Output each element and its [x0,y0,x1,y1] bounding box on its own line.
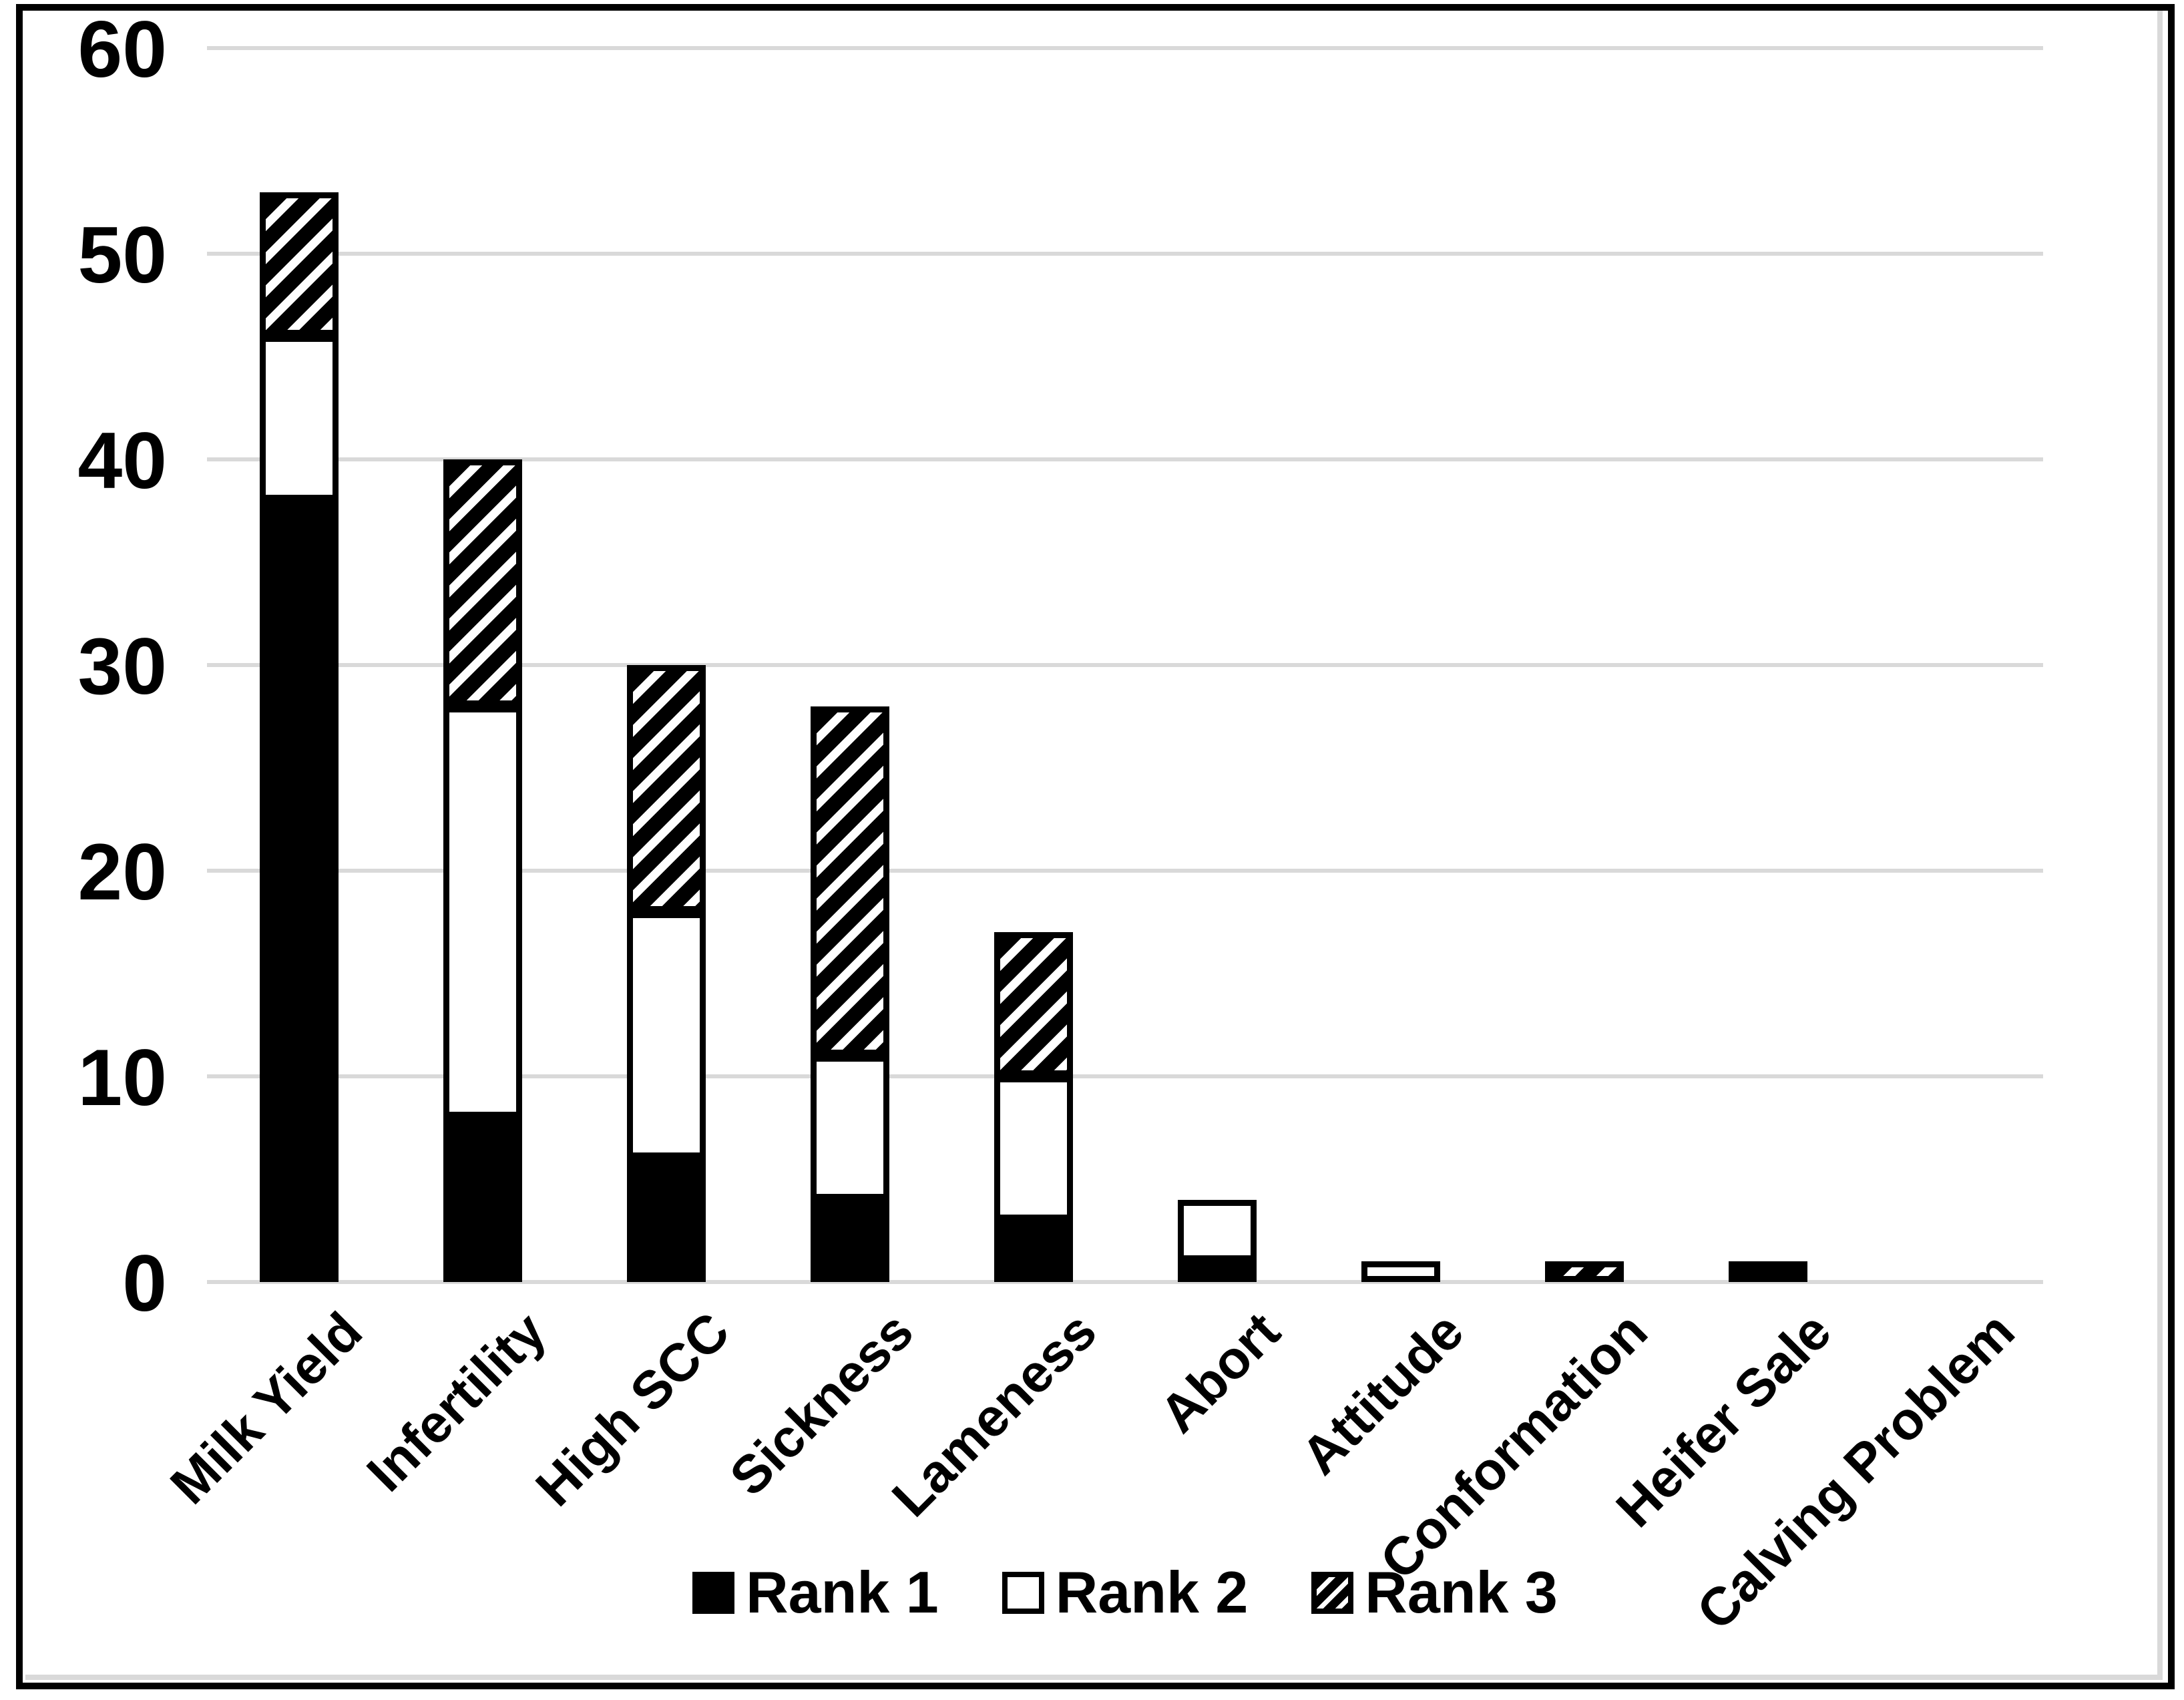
frame-inner-gray-line-bottom [25,1675,2163,1680]
bar-segment-rank-2-abort [1177,1199,1257,1262]
legend-swatch-diagonal-hatch-icon [1311,1571,1354,1614]
bar-segment-rank-2-lameness [994,1076,1073,1221]
legend-swatch-white-outlined-icon [1002,1571,1044,1614]
bar-segment-rank-1-sickness [810,1199,889,1282]
gridline-y-30 [207,663,2043,667]
gridline-y-0 [207,1280,2043,1284]
x-axis-category-label: Abort [1148,1301,1291,1444]
legend-item-rank-2: Rank 2 [1002,1559,1249,1625]
y-axis-tick-label: 40 [77,416,167,505]
bar-segment-rank-3-sickness [810,706,889,1056]
bar-segment-rank-1-lameness [994,1220,1073,1282]
legend-swatch-solid-black-icon [692,1571,735,1614]
x-axis-category-label: Attitude [1290,1301,1475,1486]
x-axis-category-label: Milk Yield [159,1301,373,1516]
bar-segment-rank-3-high-scc [626,665,706,912]
frame-inner-gray-line-right [2157,11,2163,1680]
bar-segment-rank-1-abort [1177,1261,1257,1282]
bar-segment-rank-3-milk-yield [259,192,339,337]
gridline-y-20 [207,869,2043,873]
y-axis-tick-label: 0 [122,1239,167,1328]
bar-segment-rank-1-heifer-sale [1728,1261,1807,1282]
legend-label: Rank 1 [746,1559,939,1625]
bar-segment-rank-2-infertility [443,706,522,1118]
bar-segment-rank-2-attitude [1361,1261,1440,1282]
y-axis-tick-label: 50 [77,210,167,300]
bar-segment-rank-1-infertility [443,1117,522,1282]
bar-segment-rank-2-sickness [810,1056,889,1200]
legend-label: Rank 2 [1055,1559,1249,1625]
bar-segment-rank-3-conformation [1544,1261,1624,1282]
bar-segment-rank-3-infertility [443,459,522,706]
legend: Rank 1 Rank 2 Rank 3 [207,1556,2043,1629]
gridline-y-60 [207,46,2043,50]
y-axis-tick-label: 20 [77,827,167,917]
bar-segment-rank-1-milk-yield [259,500,339,1282]
x-axis-category-label: High SCC [524,1301,740,1518]
legend-label: Rank 3 [1365,1559,1558,1625]
gridline-y-40 [207,457,2043,461]
x-axis-category-label: Infertility [355,1301,557,1503]
bar-segment-rank-3-lameness [994,932,1073,1076]
y-axis-tick-label: 60 [77,5,167,94]
gridline-y-10 [207,1074,2043,1078]
legend-item-rank-1: Rank 1 [692,1563,939,1622]
figure-border-frame [16,4,2175,1689]
bar-segment-rank-2-milk-yield [259,336,339,501]
y-axis-tick-label: 10 [77,1033,167,1122]
legend-item-rank-3: Rank 3 [1311,1563,1558,1622]
y-axis-tick-label: 30 [77,622,167,711]
bar-segment-rank-1-high-scc [626,1158,706,1282]
gridline-y-50 [207,252,2043,256]
bar-segment-rank-2-high-scc [626,911,706,1159]
